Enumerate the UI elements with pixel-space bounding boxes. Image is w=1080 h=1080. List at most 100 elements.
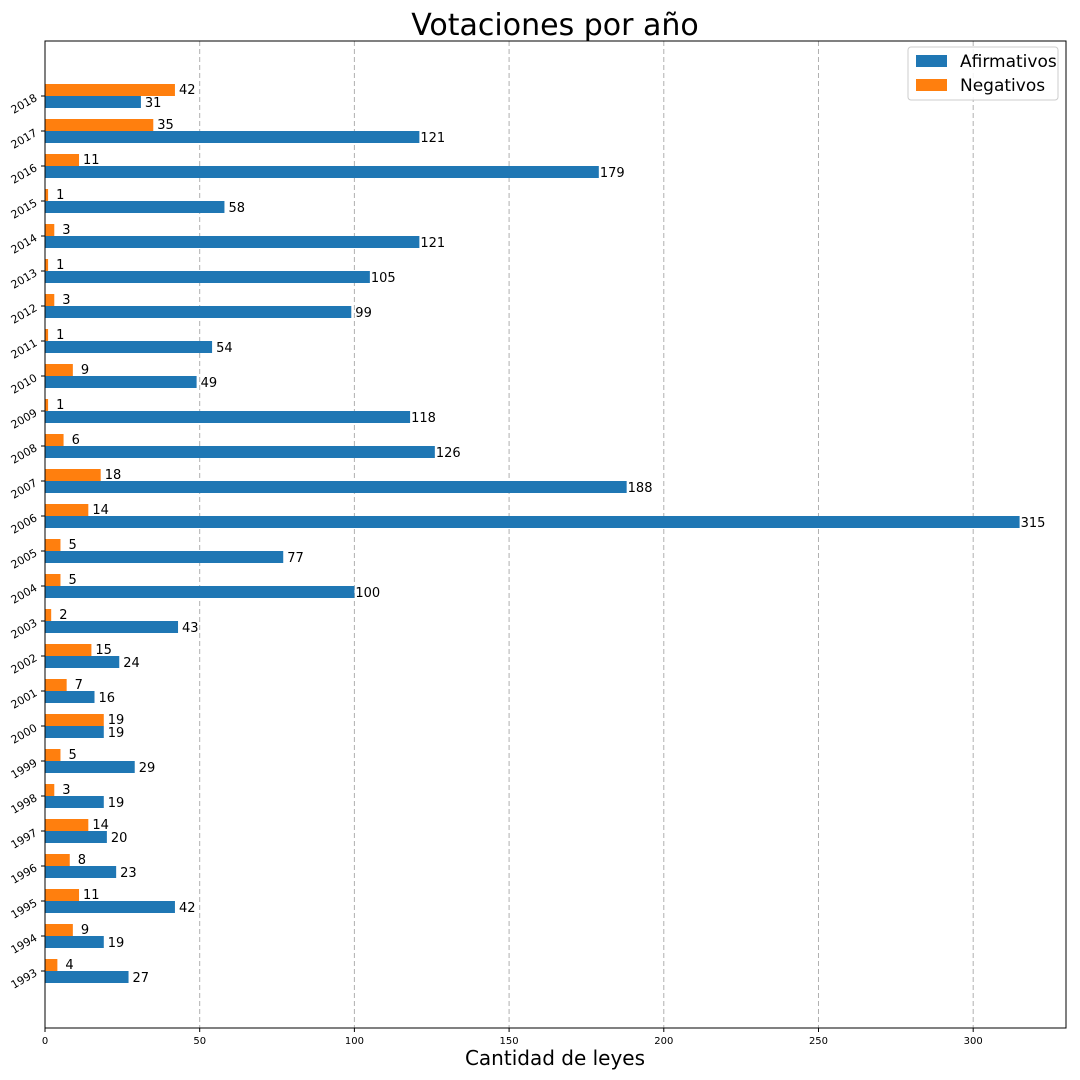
value-label-afirmativos-2006: 315 xyxy=(1021,516,1046,531)
bar-negativos-2007 xyxy=(45,469,101,481)
y-tick-label-2006: 2006 xyxy=(9,511,40,536)
x-tick-label-250: 250 xyxy=(809,1036,828,1047)
x-tick-label-0: 0 xyxy=(42,1036,48,1047)
y-tick-label-2011: 2011 xyxy=(9,336,40,361)
bar-negativos-1995 xyxy=(45,889,80,901)
bar-negativos-1998 xyxy=(45,784,55,796)
value-label-negativos-2007: 18 xyxy=(105,468,122,483)
bar-negativos-2002 xyxy=(45,644,92,656)
value-label-afirmativos-2010: 49 xyxy=(201,376,218,391)
bar-afirmativos-1996 xyxy=(45,866,117,878)
bar-afirmativos-2011 xyxy=(45,341,213,353)
bar-negativos-1996 xyxy=(45,854,70,866)
bar-afirmativos-1993 xyxy=(45,971,129,983)
bar-afirmativos-2017 xyxy=(45,131,420,143)
value-label-afirmativos-2013: 105 xyxy=(371,271,396,286)
bar-negativos-2018 xyxy=(45,84,175,96)
value-label-afirmativos-1995: 42 xyxy=(179,901,196,916)
bar-afirmativos-2016 xyxy=(45,166,599,178)
value-label-negativos-2017: 35 xyxy=(157,118,174,133)
bar-negativos-2000 xyxy=(45,714,104,726)
y-tick-label-2013: 2013 xyxy=(9,266,40,291)
bar-afirmativos-2018 xyxy=(45,96,141,108)
bar-negativos-1997 xyxy=(45,819,89,831)
bar-negativos-2010 xyxy=(45,364,73,376)
value-label-afirmativos-2015: 58 xyxy=(228,201,245,216)
bar-afirmativos-2009 xyxy=(45,411,411,423)
value-label-negativos-2012: 3 xyxy=(62,293,70,308)
x-tick-label-50: 50 xyxy=(193,1036,206,1047)
y-tick-label-2018: 2018 xyxy=(9,91,40,116)
value-label-negativos-2018: 42 xyxy=(179,83,196,98)
y-tick-label-2005: 2005 xyxy=(9,546,40,571)
value-label-negativos-1995: 11 xyxy=(83,888,100,903)
value-labels: 4279191142823142031952919197161524243510… xyxy=(56,83,1045,986)
value-label-afirmativos-2003: 43 xyxy=(182,621,199,636)
value-label-afirmativos-2014: 121 xyxy=(420,236,445,251)
x-tick-label-200: 200 xyxy=(654,1036,673,1047)
value-label-afirmativos-2016: 179 xyxy=(600,166,625,181)
bar-negativos-2015 xyxy=(45,189,49,201)
x-axis-label: Cantidad de leyes xyxy=(465,1046,645,1070)
value-label-negativos-1993: 4 xyxy=(65,958,73,973)
value-label-negativos-2016: 11 xyxy=(83,153,100,168)
y-tick-label-1996: 1996 xyxy=(9,861,40,886)
x-tick-label-100: 100 xyxy=(345,1036,364,1047)
x-axis: 0 50 100 150 200 250 300 xyxy=(42,1028,983,1047)
bar-afirmativos-2010 xyxy=(45,376,197,388)
value-label-negativos-2002: 15 xyxy=(95,643,112,658)
y-tick-label-2004: 2004 xyxy=(9,581,40,606)
bar-afirmativos-2002 xyxy=(45,656,120,668)
legend-label-afirmativos: Afirmativos xyxy=(960,52,1057,72)
bar-afirmativos-1994 xyxy=(45,936,104,948)
value-label-negativos-2009: 1 xyxy=(56,398,64,413)
value-label-afirmativos-1999: 29 xyxy=(139,761,156,776)
bar-afirmativos-2006 xyxy=(45,516,1020,528)
bar-negativos-2014 xyxy=(45,224,55,236)
value-label-afirmativos-2009: 118 xyxy=(411,411,436,426)
y-tick-label-1997: 1997 xyxy=(9,826,40,851)
bar-afirmativos-1999 xyxy=(45,761,135,773)
bar-negativos-2004 xyxy=(45,574,61,586)
bar-afirmativos-1998 xyxy=(45,796,104,808)
bar-afirmativos-2014 xyxy=(45,236,420,248)
value-label-afirmativos-2005: 77 xyxy=(287,551,304,566)
bar-afirmativos-2001 xyxy=(45,691,95,703)
value-label-negativos-2000: 19 xyxy=(108,713,125,728)
value-label-afirmativos-2002: 24 xyxy=(123,656,140,671)
y-tick-label-2009: 2009 xyxy=(9,406,40,431)
y-tick-label-2002: 2002 xyxy=(9,651,40,676)
y-tick-label-1994: 1994 xyxy=(9,931,40,956)
bar-afirmativos-1997 xyxy=(45,831,107,843)
bar-negativos-2001 xyxy=(45,679,67,691)
y-tick-label-2008: 2008 xyxy=(9,441,40,466)
value-label-negativos-2008: 6 xyxy=(72,433,80,448)
bar-negativos-2003 xyxy=(45,609,52,621)
bars xyxy=(45,84,1020,983)
y-tick-label-2017: 2017 xyxy=(9,126,40,151)
y-tick-label-2001: 2001 xyxy=(9,686,40,711)
y-tick-label-2003: 2003 xyxy=(9,616,40,641)
value-label-afirmativos-2004: 100 xyxy=(355,586,380,601)
y-tick-label-2015: 2015 xyxy=(9,196,40,221)
value-label-negativos-2001: 7 xyxy=(75,678,83,693)
value-label-negativos-2011: 1 xyxy=(56,328,64,343)
y-tick-label-2007: 2007 xyxy=(9,476,40,501)
plot-frame xyxy=(44,40,1067,1029)
value-label-afirmativos-2008: 126 xyxy=(436,446,461,461)
y-tick-label-1993: 1993 xyxy=(9,966,40,991)
value-label-negativos-1996: 8 xyxy=(78,853,86,868)
legend: Afirmativos Negativos xyxy=(907,46,1059,101)
bar-negativos-2008 xyxy=(45,434,64,446)
y-tick-label-2010: 2010 xyxy=(9,371,40,396)
legend-label-negativos: Negativos xyxy=(960,76,1045,96)
value-label-negativos-1994: 9 xyxy=(81,923,89,938)
legend-swatch-negativos xyxy=(916,79,947,91)
value-label-afirmativos-2012: 99 xyxy=(355,306,372,321)
bar-afirmativos-2008 xyxy=(45,446,435,458)
bar-afirmativos-2015 xyxy=(45,201,225,213)
value-label-negativos-2004: 5 xyxy=(68,573,76,588)
value-label-negativos-2006: 14 xyxy=(92,503,109,518)
